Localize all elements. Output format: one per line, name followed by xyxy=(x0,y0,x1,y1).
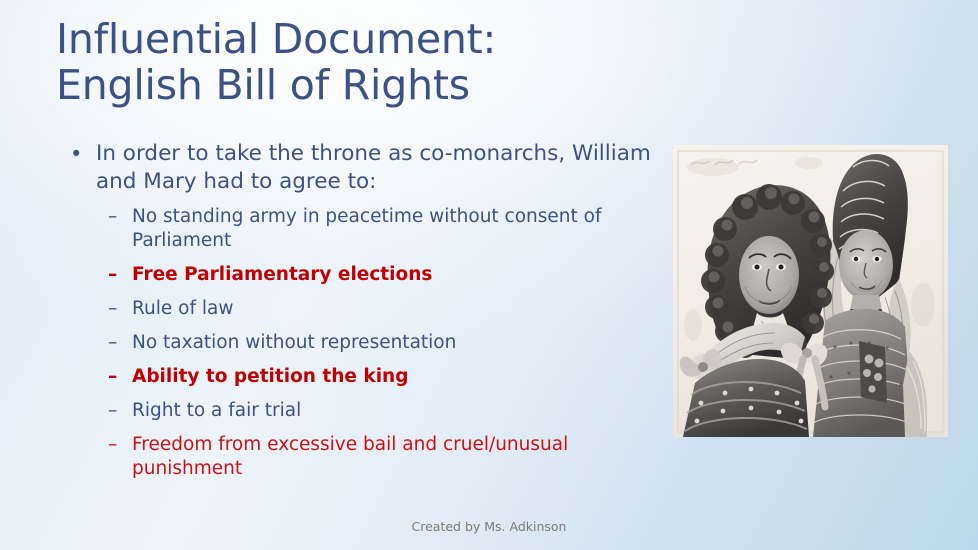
sub-bullet-text: Right to a fair trial xyxy=(132,400,302,421)
bullet-dash-icon: – xyxy=(108,264,118,285)
bullet-dash-icon: – xyxy=(108,206,118,227)
bullet-dash-icon: – xyxy=(108,400,118,421)
sub-bullet-item-fair-trial: – Right to a fair trial xyxy=(62,399,662,423)
sub-bullet-item-no-taxation: – No taxation without representation xyxy=(62,331,662,355)
sub-bullet-text: Free Parliamentary elections xyxy=(132,264,433,285)
bullet-dash-icon: – xyxy=(108,332,118,353)
sub-bullet-item-petition-the-king: – Ability to petition the king xyxy=(62,365,662,389)
bullet-dash-icon: – xyxy=(108,298,118,319)
william-and-mary-engraving-image xyxy=(673,145,948,437)
sub-bullet-text: No taxation without representation xyxy=(132,332,457,353)
sash-rosette xyxy=(679,349,722,380)
slide-title: Influential Document: English Bill of Ri… xyxy=(56,16,676,108)
bullet-dash-icon: – xyxy=(108,366,118,387)
main-bullet-text: In order to take the throne as co-monarc… xyxy=(96,141,651,194)
main-bullet-item: • In order to take the throne as co-mona… xyxy=(62,140,662,196)
bullet-dot-icon: • xyxy=(70,142,83,166)
sub-bullet-text: Rule of law xyxy=(132,298,234,319)
sub-bullet-text: Freedom from excessive bail and cruel/un… xyxy=(132,434,569,479)
bullet-dash-icon: – xyxy=(108,434,118,455)
engraving-illustration xyxy=(673,145,948,437)
sub-bullet-item-rule-of-law: – Rule of law xyxy=(62,297,662,321)
slide-title-line-1: Influential Document: xyxy=(56,15,497,63)
sub-bullet-item-free-elections: – Free Parliamentary elections xyxy=(62,263,662,287)
slide-body: • In order to take the throne as co-mona… xyxy=(62,140,662,491)
sub-bullet-text: Ability to petition the king xyxy=(132,366,409,387)
sub-bullet-item-no-standing-army: – No standing army in peacetime without … xyxy=(62,205,662,253)
slide-title-line-2: English Bill of Rights xyxy=(56,61,470,109)
sub-bullet-text: No standing army in peacetime without co… xyxy=(132,206,602,251)
slide-footer-credit: Created by Ms. Adkinson xyxy=(411,519,567,534)
sub-bullet-item-excessive-bail: – Freedom from excessive bail and cruel/… xyxy=(62,433,662,481)
